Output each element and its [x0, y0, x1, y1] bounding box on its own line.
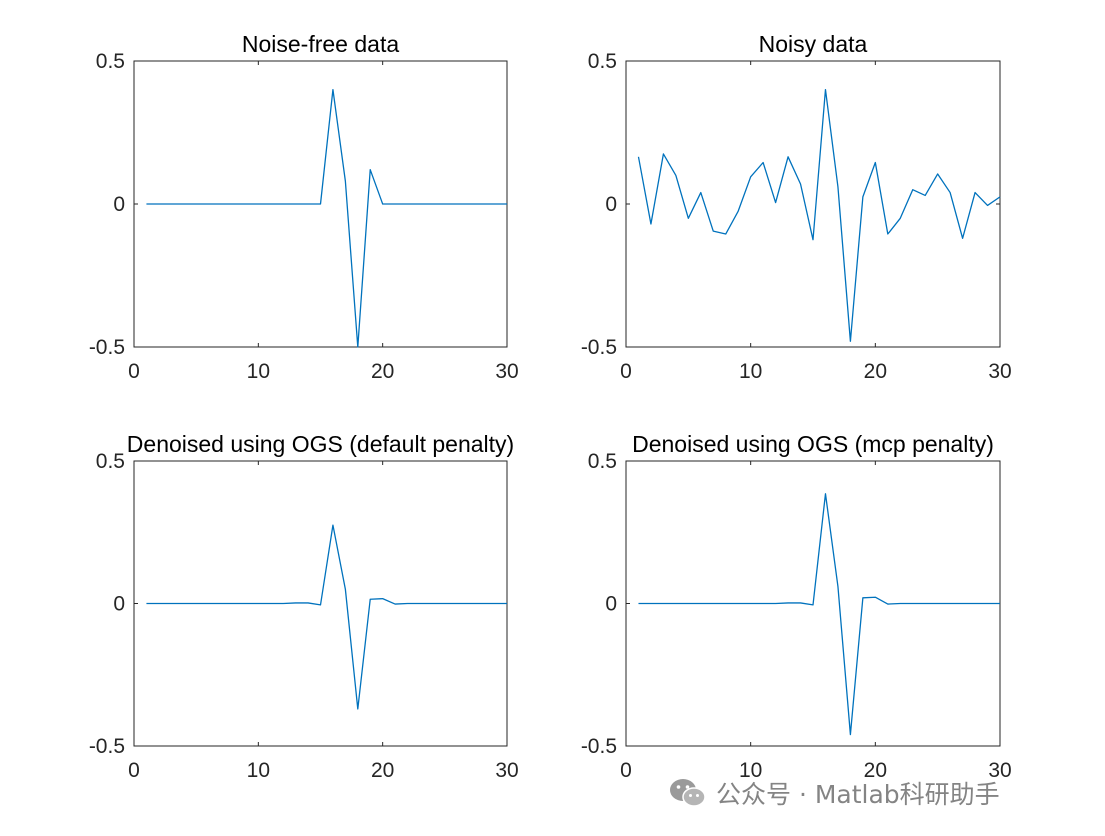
- subplot-title: Denoised using OGS (default penalty): [127, 431, 514, 457]
- x-tick-label: 0: [128, 360, 140, 383]
- series-line: [637, 88, 1001, 342]
- y-tick-label: -0.5: [89, 336, 125, 359]
- x-tick-label: 30: [988, 759, 1011, 782]
- watermark-text: 公众号 · Matlab科研助手: [716, 780, 1000, 809]
- y-tick-label: 0: [605, 593, 617, 616]
- series-line: [146, 524, 507, 710]
- y-tick-label: 0.5: [588, 450, 617, 473]
- x-tick-label: 30: [495, 759, 518, 782]
- x-tick-label: 10: [247, 360, 270, 383]
- x-tick-label: 20: [371, 360, 394, 383]
- x-tick-label: 30: [988, 360, 1011, 383]
- y-tick-label: 0.5: [588, 50, 617, 73]
- x-tick-label: 20: [864, 360, 887, 383]
- watermark: 公众号 · Matlab科研助手: [668, 776, 1000, 810]
- x-tick-label: 20: [371, 759, 394, 782]
- subplot-title: Noisy data: [759, 31, 868, 57]
- x-tick-label: 10: [247, 759, 270, 782]
- x-tick-label: 20: [864, 759, 887, 782]
- y-tick-label: -0.5: [581, 735, 617, 758]
- x-tick-label: 10: [739, 360, 762, 383]
- series-line: [638, 493, 1000, 736]
- x-tick-label: 0: [620, 759, 632, 782]
- x-tick-label: 0: [620, 360, 632, 383]
- subplot-title: Noise-free data: [242, 31, 399, 57]
- x-tick-label: 0: [128, 759, 140, 782]
- y-tick-label: -0.5: [581, 336, 617, 359]
- y-tick-label: 0: [113, 593, 125, 616]
- y-tick-label: 0.5: [96, 50, 125, 73]
- axes-box: [625, 60, 1001, 348]
- x-tick-label: 30: [495, 360, 518, 383]
- y-tick-label: -0.5: [89, 735, 125, 758]
- y-tick-label: 0: [113, 193, 125, 216]
- y-tick-label: 0.5: [96, 450, 125, 473]
- series-line: [146, 88, 507, 348]
- y-tick-label: 0: [605, 193, 617, 216]
- x-tick-label: 10: [739, 759, 762, 782]
- wechat-icon: [670, 779, 706, 807]
- subplot-title: Denoised using OGS (mcp penalty): [632, 431, 994, 457]
